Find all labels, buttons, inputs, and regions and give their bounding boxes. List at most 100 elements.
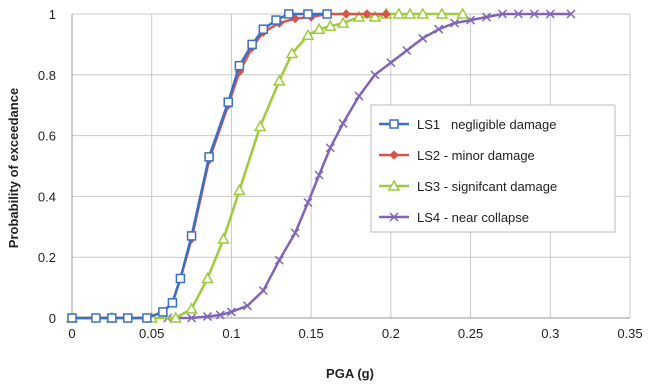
data-point [368, 10, 382, 22]
y-axis-title: Probability of exceedance [6, 88, 21, 248]
data-point [247, 39, 257, 50]
legend: LS1 negligible damage LS2 - minor damage L… [370, 104, 616, 233]
legend-marker [389, 150, 399, 160]
legend-items: LS1 negligible damage LS2 - minor damage L… [379, 117, 557, 225]
y-tick-label: 0 [49, 311, 56, 326]
data-point [290, 228, 300, 238]
data-point [529, 9, 539, 19]
data-point [354, 91, 364, 101]
data-point [217, 232, 230, 244]
data-point [338, 118, 348, 128]
data-point [204, 152, 214, 162]
data-point [497, 9, 507, 19]
data-point [175, 273, 186, 284]
x-tick-label: 0 [68, 326, 75, 341]
y-tick-label: 0.6 [38, 129, 56, 144]
data-point [107, 313, 117, 323]
data-point [386, 58, 396, 68]
data-point [234, 60, 245, 71]
legend-label: LS1 negligible damage [417, 117, 557, 132]
data-point [403, 7, 417, 19]
data-point [285, 46, 299, 59]
x-tick-label: 0.15 [298, 326, 323, 341]
tick-labels: 0 0.05 0.1 0.15 0.2 0.25 0.3 0.35 0 0.2 0.4 0.6 0.8 1 [38, 7, 643, 341]
legend-label: LS4 - near collapse [417, 210, 529, 225]
data-point [325, 143, 335, 153]
data-point [301, 28, 315, 41]
data-point [271, 15, 281, 25]
series-2 [67, 9, 391, 323]
legend-marker [389, 212, 399, 222]
data-point [258, 286, 268, 296]
series-1 [67, 9, 332, 323]
data-point [142, 313, 152, 323]
legend-label: LS3 - signifcant damage [417, 179, 557, 194]
legend-box [370, 104, 616, 233]
data-point [370, 70, 380, 80]
data-point [402, 45, 412, 56]
data-point [362, 9, 372, 19]
data-point [303, 9, 313, 19]
data-point [242, 301, 252, 311]
series-line [72, 12, 387, 320]
data-point [545, 9, 555, 19]
data-point [272, 74, 286, 86]
data-point [352, 10, 366, 22]
legend-marker [389, 119, 399, 129]
data-point [202, 311, 213, 322]
data-point [226, 307, 236, 317]
data-point [566, 9, 576, 19]
series-4 [163, 9, 576, 323]
data-point [258, 24, 269, 34]
data-point [481, 12, 492, 22]
data-point [456, 7, 469, 19]
series-lines [65, 7, 576, 323]
y-tick-label: 1 [49, 7, 56, 22]
data-point [284, 9, 294, 19]
data-point [434, 24, 444, 34]
data-point [323, 19, 337, 31]
x-axis-title: PGA (g) [326, 366, 374, 381]
legend-item-3: LS3 - signifcant damage [379, 179, 557, 194]
x-tick-label: 0.3 [541, 326, 559, 341]
data-point [167, 298, 178, 308]
data-point [223, 97, 233, 107]
data-point [233, 183, 246, 196]
data-point [336, 16, 350, 28]
data-point [201, 271, 214, 284]
data-point [91, 313, 101, 323]
data-point [418, 33, 428, 43]
x-tick-label: 0.1 [222, 326, 240, 341]
y-tick-label: 0.2 [38, 250, 56, 265]
y-tick-label: 0.8 [38, 68, 56, 83]
data-point [341, 9, 351, 19]
data-point [215, 310, 225, 320]
data-point [392, 7, 406, 19]
data-point [186, 231, 197, 241]
data-point [123, 313, 133, 323]
data-point [303, 197, 313, 208]
data-point [67, 313, 77, 323]
x-tick-label: 0.25 [458, 326, 483, 341]
x-tick-label: 0.2 [382, 326, 400, 341]
data-point [314, 170, 324, 180]
x-tick-label: 0.05 [139, 326, 164, 341]
legend-label: LS2 - minor damage [417, 148, 535, 163]
data-point [322, 9, 332, 19]
data-point [450, 18, 460, 28]
data-point [513, 9, 523, 19]
legend-item-2: LS2 - minor damage [379, 148, 535, 163]
data-point [185, 302, 198, 314]
legend-item-1: LS1 negligible damage [379, 117, 557, 132]
data-point [435, 7, 449, 19]
y-tick-label: 0.4 [38, 189, 56, 204]
data-point [253, 119, 267, 132]
data-point [187, 313, 197, 323]
data-point [416, 7, 430, 19]
data-point [274, 255, 284, 265]
data-point [158, 307, 168, 317]
legend-marker [387, 179, 401, 191]
data-point [312, 22, 326, 34]
x-tick-label: 0.35 [617, 326, 642, 341]
